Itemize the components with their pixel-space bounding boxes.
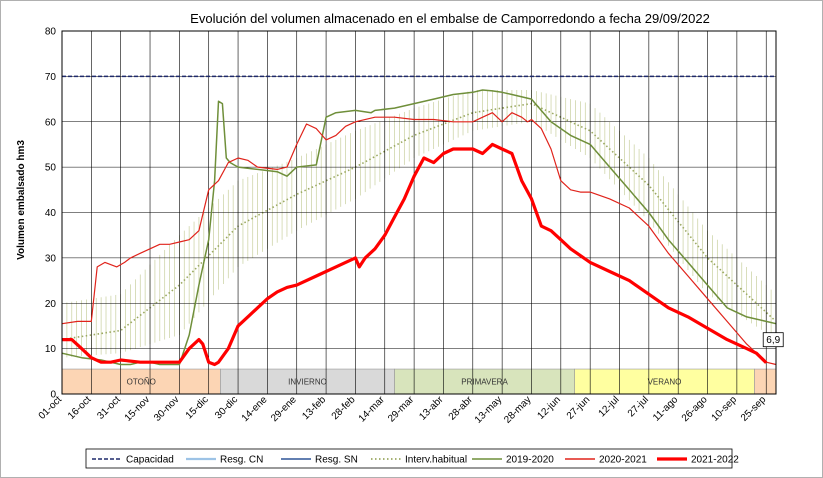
- x-tick-label: 15-nov: [123, 394, 152, 423]
- y-tick-label: 60: [45, 117, 57, 128]
- x-tick-label: 25-sep: [739, 394, 769, 424]
- series-line-2020-2021: [61, 112, 777, 366]
- legend-label-resg-cn: Resg. CN: [220, 455, 263, 466]
- legend-label-2019-2020: 2019-2020: [506, 455, 554, 466]
- legend-box: [85, 448, 733, 469]
- y-axis-label: Volumen embalsado hm3: [16, 140, 27, 260]
- y-tick-labels: 0 10 20 30 40 50 60 70 80: [45, 27, 57, 401]
- x-tick-label: 14-ene: [240, 394, 270, 424]
- season-label-0: OTOÑO: [127, 378, 156, 387]
- legend-label-capacidad: Capacidad: [126, 455, 174, 466]
- y-tick-label: 50: [45, 163, 57, 174]
- x-tick-label: 10-sep: [710, 394, 740, 424]
- x-tick-label: 12-jun: [535, 394, 562, 421]
- y-tick-label: 10: [45, 344, 57, 355]
- x-tick-label: 30-dic: [213, 394, 240, 421]
- season-band-4: [754, 368, 777, 395]
- end-value-label: 6,9: [762, 332, 784, 348]
- season-label-3: VERANO: [648, 378, 682, 387]
- legend-label-resg-sn: Resg. SN: [315, 455, 358, 466]
- x-tick-label: 13-feb: [300, 394, 328, 422]
- season-bands: OTOÑO INVIERNO PRIMAVERA VERANO: [61, 368, 777, 395]
- x-tick-label: 13-may: [473, 394, 504, 425]
- x-tick-label: 26-ago: [680, 394, 710, 424]
- x-tick-label: 29-mar: [386, 394, 417, 425]
- x-tick-label: 11-ago: [651, 394, 681, 424]
- x-tick-label: 27-jun: [565, 394, 592, 421]
- y-tick-label: 30: [45, 253, 57, 264]
- y-tick-label: 0: [50, 390, 56, 401]
- season-band-1: [220, 368, 395, 395]
- season-band-3: [574, 368, 755, 395]
- x-tick-label: 31-oct: [95, 394, 123, 422]
- x-tick-label: 29-ene: [269, 394, 299, 424]
- season-label-1: INVIERNO: [288, 378, 327, 387]
- chart-title: Evolución del volumen almacenado en el e…: [190, 11, 710, 26]
- end-label-box: [762, 332, 784, 348]
- y-tick-label: 80: [45, 27, 57, 38]
- x-tick-label: 30-nov: [152, 394, 181, 423]
- x-tick-label: 28-abr: [447, 394, 476, 423]
- x-tick-label: 15-dic: [184, 394, 211, 421]
- x-tick-label: 12-jul: [597, 394, 622, 419]
- usual-range-band: [61, 89, 777, 358]
- y-tick-label: 40: [45, 208, 57, 219]
- series-line-2021-2022: [62, 142, 768, 367]
- series-lines: [61, 89, 777, 367]
- series-line-2019-2020: [61, 89, 777, 366]
- season-label-2: PRIMAVERA: [461, 378, 508, 387]
- legend-label-interv-habitual: Interv.habitual: [405, 455, 467, 466]
- legend-label-2021-2022: 2021-2022: [691, 455, 739, 466]
- x-tick-labels: 01-oct 16-oct 31-oct 15-nov 30-nov 15-dic 30-d…: [37, 394, 769, 426]
- legend: Capacidad Resg. CN Resg. SN Interv.habitual…: [85, 448, 739, 469]
- x-tick-label: 13-abr: [417, 394, 446, 423]
- legend-label-2020-2021: 2020-2021: [599, 455, 647, 466]
- band-median-line: [61, 102, 775, 341]
- y-tick-label: 20: [45, 299, 57, 310]
- grid-lines: [62, 31, 776, 394]
- x-tick-label: 14-mar: [357, 394, 388, 425]
- plot-border: [61, 30, 777, 395]
- y-tick-label: 70: [45, 72, 57, 83]
- x-tick-label: 16-oct: [66, 394, 94, 422]
- x-tick-label: 28-may: [502, 394, 533, 425]
- x-tick-label: 27-jul: [626, 394, 651, 419]
- end-label-text: 6,9: [766, 335, 780, 346]
- x-tick-label: 28-feb: [330, 394, 358, 422]
